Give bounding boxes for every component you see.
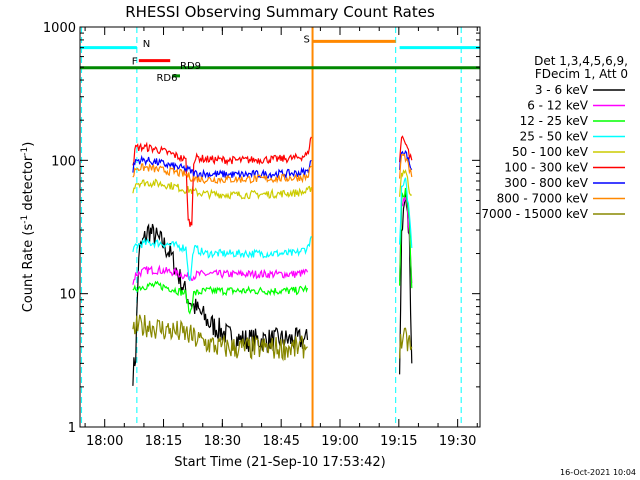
- series-line-3-1: [399, 177, 413, 249]
- series-line-4-0: [132, 178, 312, 201]
- y-axis-label-mid: detector: [21, 155, 36, 215]
- y-tick-label-1: 10: [59, 288, 76, 303]
- plot-frame: [79, 26, 481, 428]
- legend-label-6: 300 - 800 keV: [504, 176, 588, 190]
- x-axis-ticks: 18:00 18:15 18:30 18:45 19:00 19:15 19:30: [84, 27, 478, 449]
- state-bar-label-1: S: [304, 34, 310, 45]
- legend-label-7: 800 - 7000 keV: [497, 192, 589, 206]
- state-bar-label-3: RD6: [156, 73, 177, 84]
- legend-label-4: 50 - 100 keV: [512, 145, 589, 159]
- series-line-2-0: [132, 280, 309, 315]
- series-line-8-1: [399, 327, 413, 359]
- series-line-0-0: [132, 223, 309, 386]
- series-line-7-0: [132, 163, 312, 185]
- chart-title: RHESSI Observing Summary Count Rates: [125, 3, 435, 21]
- x-tick-label-1: 18:15: [145, 434, 182, 449]
- x-axis-label: Start Time (21-Sep-10 17:53:42): [174, 455, 385, 470]
- x-tick-label-0: 18:00: [86, 434, 123, 449]
- legend-header-line-1: Det 1,3,4,5,6,9,: [534, 54, 628, 68]
- series-line-7-1: [399, 153, 413, 179]
- y-tick-label-3: 1000: [43, 21, 76, 36]
- legend-label-3: 25 - 50 keV: [520, 130, 589, 144]
- x-tick-label-4: 19:00: [321, 434, 358, 449]
- legend-label-1: 6 - 12 keV: [527, 99, 589, 113]
- series-line-3-0: [132, 235, 312, 282]
- legend-label-5: 100 - 300 keV: [504, 161, 588, 175]
- legend: Det 1,3,4,5,6,9, FDecim 1, Att 0 3 - 6 k…: [481, 54, 628, 221]
- x-tick-label-5: 19:15: [380, 434, 417, 449]
- y-tick-label-2: 100: [51, 154, 76, 169]
- state-bar-label-0: N: [143, 39, 150, 50]
- y-axis-ticks: 1 10 100 1000: [43, 21, 480, 436]
- y-axis-label-sup2: -1: [20, 147, 30, 156]
- series-line-1-0: [132, 264, 309, 285]
- series-line-5-1: [399, 135, 413, 163]
- y-axis-label: Count Rate (s-1 detector-1): [20, 142, 36, 313]
- series-line-8-0: [132, 314, 308, 362]
- legend-label-2: 12 - 25 keV: [520, 114, 589, 128]
- y-axis-label-main: Count Rate (s: [21, 224, 36, 313]
- state-bar-label-2: F: [132, 57, 138, 68]
- y-axis-label-end: ): [21, 142, 36, 147]
- vertical-lines: [81, 27, 462, 427]
- series-line-6-0: [132, 154, 312, 181]
- legend-label-8: 7000 - 15000 keV: [481, 207, 588, 221]
- state-bar-label-4: RD9: [180, 61, 201, 72]
- series-group: [132, 135, 413, 386]
- legend-label-0: 3 - 6 keV: [535, 83, 589, 97]
- x-tick-label-2: 18:30: [204, 434, 241, 449]
- series-line-5-0: [132, 136, 312, 227]
- legend-header-line-2: FDecim 1, Att 0: [535, 67, 628, 81]
- series-line-6-1: [399, 149, 413, 171]
- series-line-4-1: [399, 168, 412, 197]
- y-tick-label-0: 1: [68, 421, 76, 436]
- timestamp-stamp: 16-Oct-2021 10:04: [560, 468, 636, 477]
- x-tick-label-3: 18:45: [262, 434, 299, 449]
- y-axis-label-sup1: -1: [20, 215, 30, 224]
- x-tick-label-6: 19:30: [439, 434, 476, 449]
